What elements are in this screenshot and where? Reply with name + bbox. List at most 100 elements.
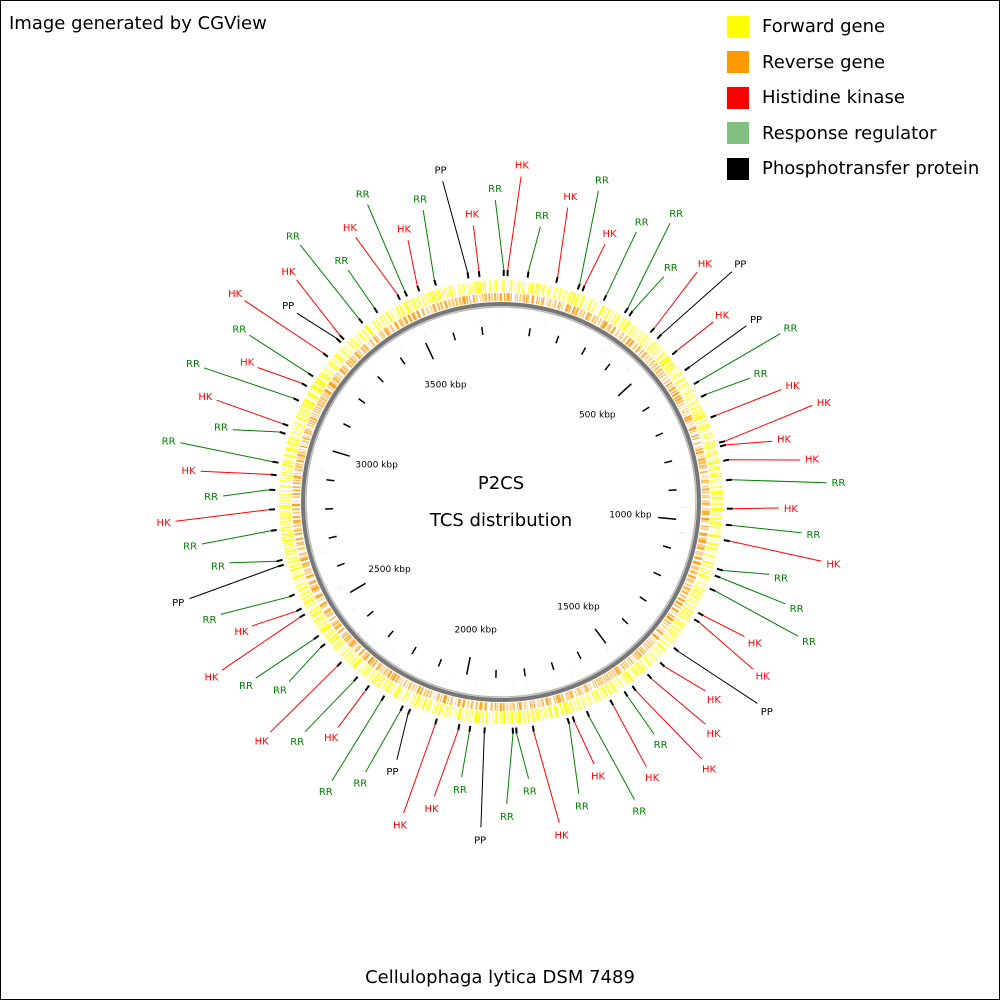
tcs-feature-label: RR [790, 604, 804, 615]
forward-gene-mark [578, 295, 585, 308]
forward-gene-mark [643, 339, 653, 349]
reverse-gene-mark [304, 570, 313, 576]
tcs-feature-label: HK [805, 454, 820, 465]
reverse-gene-mark [691, 434, 700, 439]
forward-gene-mark [481, 280, 485, 293]
forward-gene-mark [301, 401, 314, 410]
forward-gene-mark [285, 552, 298, 557]
tcs-callout-line [732, 507, 779, 510]
reverse-gene-mark [622, 335, 629, 343]
tcs-callout-line [557, 207, 569, 278]
forward-gene-mark [328, 634, 339, 643]
tcs-track-tick [276, 558, 283, 563]
organism-caption: Cellulophaga lytica DSM 7489 [365, 967, 635, 988]
forward-gene-mark [297, 586, 310, 593]
forward-gene-mark [292, 574, 305, 580]
reverse-gene-mark [343, 634, 351, 641]
forward-gene-mark [544, 284, 549, 297]
forward-gene-mark [636, 661, 646, 672]
reverse-gene-mark [569, 690, 575, 699]
forward-gene-mark [695, 579, 708, 585]
forward-gene-mark [319, 372, 331, 381]
tcs-callout-line [568, 723, 580, 794]
tcs-marker [317, 551, 329, 555]
reverse-gene-mark [648, 360, 656, 367]
reverse-gene-mark [306, 575, 315, 580]
forward-gene-mark [697, 573, 710, 580]
ruler-tick [604, 363, 611, 371]
reverse-gene-mark [384, 327, 391, 336]
ruler-tick [580, 347, 587, 355]
tcs-track-tick [466, 272, 470, 279]
tcs-track-tick [716, 567, 723, 572]
reverse-gene-mark [408, 682, 414, 690]
reverse-gene-mark [332, 377, 340, 384]
reverse-gene-mark [514, 293, 517, 302]
forward-gene-mark [600, 306, 608, 318]
reverse-gene-mark [654, 631, 661, 638]
reverse-gene-mark [308, 580, 317, 586]
forward-gene-mark [664, 362, 675, 372]
forward-gene-mark [337, 644, 348, 654]
reverse-gene-mark [656, 628, 664, 635]
reverse-gene-mark [627, 339, 635, 348]
tcs-track-tick [659, 661, 666, 668]
forward-gene-mark [655, 352, 667, 362]
forward-gene-mark [655, 351, 665, 361]
reverse-gene-mark [317, 401, 325, 407]
reverse-gene-mark [389, 672, 396, 680]
tcs-callout-line [724, 404, 813, 442]
tcs-marker [617, 638, 625, 648]
reverse-gene-mark [686, 577, 695, 583]
tcs-marker [432, 323, 437, 336]
forward-gene-mark [594, 303, 601, 315]
reverse-gene-mark [458, 297, 462, 306]
tcs-callout-line [654, 271, 698, 329]
forward-gene-mark [480, 711, 484, 724]
forward-gene-mark [335, 353, 346, 363]
reverse-gene-mark [623, 660, 630, 668]
reverse-gene-mark [518, 702, 521, 711]
reverse-gene-mark [344, 635, 352, 643]
tcs-callout-line [232, 429, 280, 433]
forward-gene-mark [409, 693, 416, 705]
forward-gene-mark [673, 620, 684, 630]
forward-gene-mark [437, 288, 443, 301]
forward-gene-mark [621, 673, 630, 684]
forward-gene-mark [320, 624, 332, 633]
forward-gene-mark [660, 357, 671, 367]
tcs-callout-line [698, 622, 754, 670]
forward-gene-mark [292, 572, 305, 579]
tcs-marker [311, 479, 324, 481]
forward-gene-mark [315, 616, 327, 626]
forward-gene-mark [375, 675, 383, 686]
reverse-gene-mark [516, 293, 519, 302]
tcs-marker [321, 437, 333, 442]
tcs-callout-line [588, 716, 635, 800]
reverse-gene-mark [700, 527, 709, 529]
reverse-gene-mark [439, 301, 444, 310]
forward-gene-mark [700, 431, 712, 437]
tcs-marker [565, 323, 570, 335]
reverse-gene-mark [642, 644, 649, 651]
reverse-gene-mark [371, 659, 379, 668]
reverse-gene-mark [697, 543, 706, 548]
tcs-track-tick [566, 717, 571, 725]
reverse-gene-mark [674, 396, 683, 403]
tcs-track-tick [700, 393, 707, 398]
reverse-gene-mark [369, 658, 376, 666]
reverse-gene-mark [397, 319, 404, 328]
reverse-gene-mark [292, 521, 302, 524]
forward-gene-mark [395, 686, 403, 699]
forward-gene-mark [659, 639, 669, 648]
forward-gene-mark [675, 617, 687, 626]
forward-gene-mark [690, 591, 703, 598]
tcs-marker [475, 679, 477, 692]
forward-gene-mark [588, 692, 594, 704]
forward-gene-mark [548, 285, 552, 298]
forward-gene-mark [417, 295, 423, 308]
tcs-feature-label: HK [393, 821, 408, 832]
reverse-gene-mark [421, 308, 426, 316]
forward-gene-mark [329, 635, 341, 646]
reverse-gene-mark [613, 667, 620, 676]
